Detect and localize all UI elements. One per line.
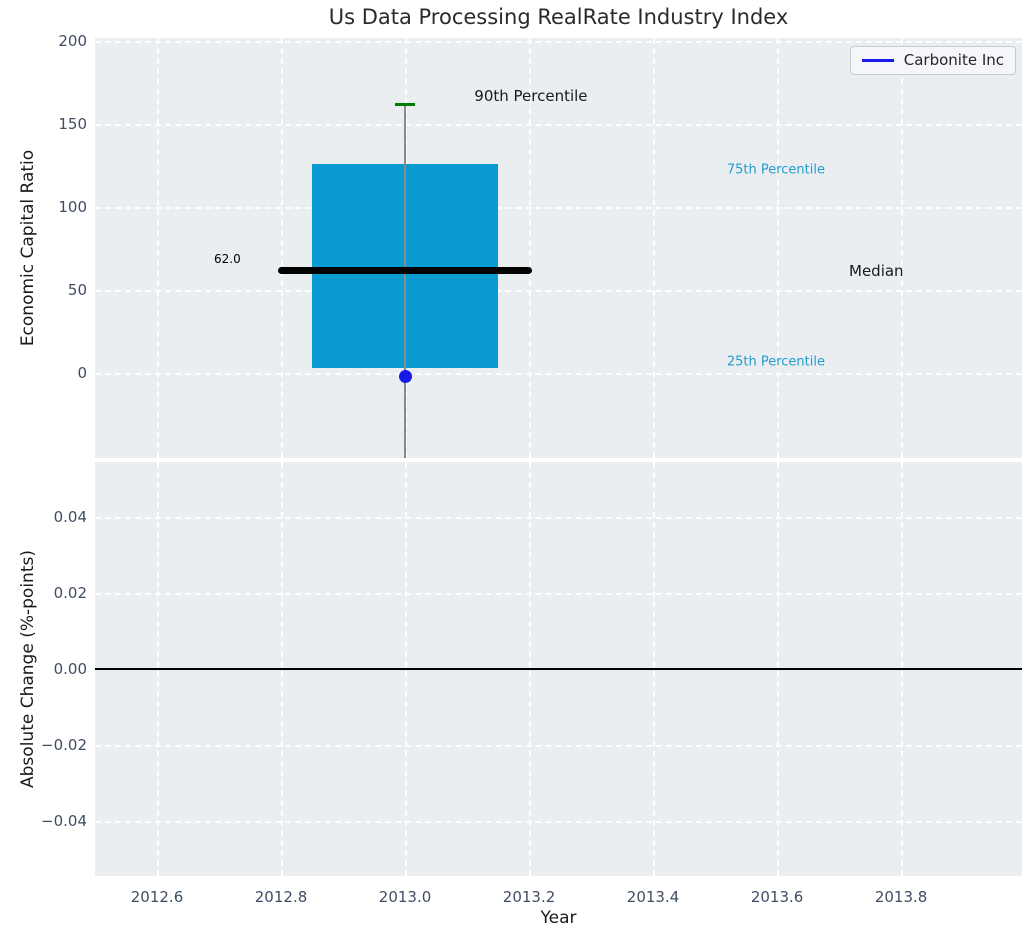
vertical-gridline — [281, 38, 284, 458]
horizontal-gridline — [95, 124, 1022, 127]
y-tick-label: 0.04 — [53, 508, 87, 527]
annotation-90th-percentile: 90th Percentile — [474, 87, 588, 106]
x-tick-label: 2012.8 — [254, 888, 308, 906]
legend: Carbonite Inc — [849, 46, 1016, 75]
p90-cap — [395, 102, 415, 106]
vertical-gridline — [777, 38, 780, 458]
top-axes: Carbonite Inc 62.0 90th Percentile 75th Pe… — [95, 38, 1022, 458]
y-tick-label: 0.00 — [53, 660, 87, 678]
horizontal-gridline — [95, 744, 1022, 747]
median-line — [277, 266, 533, 274]
whisker-line — [404, 104, 407, 458]
y-tick-label: −0.02 — [41, 735, 87, 754]
x-tick-label: 2013.6 — [750, 888, 804, 906]
y-tick-label: 0 — [77, 364, 87, 383]
ylabel-economic-capital-ratio: Economic Capital Ratio — [18, 149, 38, 347]
vertical-gridline — [529, 38, 532, 458]
y-tick-label: 100 — [58, 198, 87, 217]
legend-label: Carbonite Inc — [903, 51, 1004, 69]
horizontal-gridline — [95, 593, 1022, 596]
chart-title: Us Data Processing RealRate Industry Ind… — [328, 5, 789, 29]
vertical-gridline — [901, 38, 904, 458]
x-tick-label: 2013.8 — [874, 888, 928, 906]
carbonite-point — [398, 370, 412, 384]
x-tick-label: 2013.0 — [378, 888, 432, 906]
horizontal-gridline — [95, 373, 1022, 376]
x-tick-label: 2013.4 — [626, 888, 680, 906]
zero-line — [95, 668, 1022, 670]
horizontal-gridline — [95, 290, 1022, 293]
horizontal-gridline — [95, 207, 1022, 210]
y-tick-label: 50 — [67, 281, 87, 300]
annotation-median: Median — [849, 262, 904, 281]
annotation-62-0: 62.0 — [213, 251, 241, 266]
x-tick-label: 2012.6 — [130, 888, 184, 906]
y-tick-label: 200 — [58, 32, 87, 51]
y-tick-label: 0.02 — [53, 584, 87, 603]
x-tick-label: 2013.2 — [502, 888, 556, 906]
legend-line-icon — [861, 58, 894, 62]
y-tick-label: 150 — [58, 115, 87, 134]
xlabel-year: Year — [540, 908, 577, 928]
annotation-75th-percentile: 75th Percentile — [726, 162, 825, 178]
vertical-gridline — [157, 38, 159, 458]
vertical-gridline — [653, 38, 656, 458]
horizontal-gridline — [95, 517, 1022, 520]
bottom-axes — [95, 462, 1022, 876]
horizontal-gridline — [95, 41, 1022, 44]
horizontal-gridline — [95, 820, 1022, 823]
y-tick-label: −0.04 — [41, 811, 87, 830]
annotation-25th-percentile: 25th Percentile — [726, 354, 825, 370]
